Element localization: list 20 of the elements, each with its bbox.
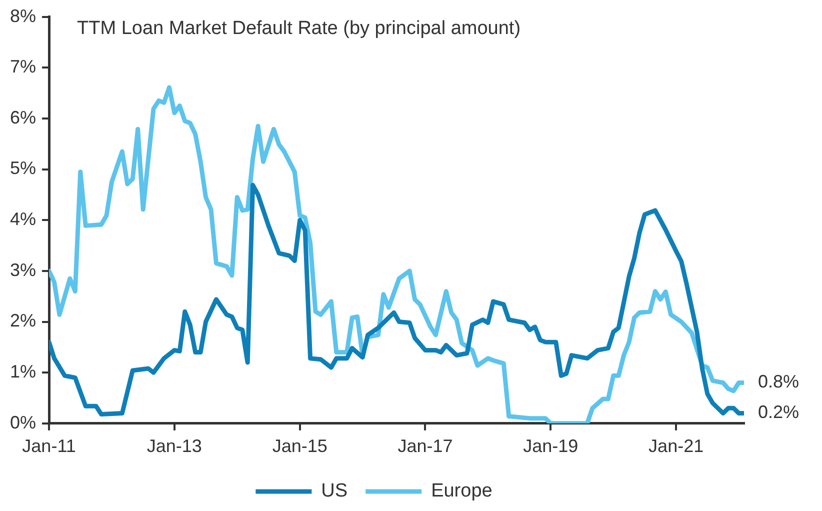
x-tick-label: Jan-21 — [648, 436, 704, 456]
y-tick-label: 1% — [10, 362, 36, 382]
y-tick-label: 3% — [10, 260, 36, 280]
x-tick-label: Jan-19 — [523, 436, 578, 456]
x-tick-label: Jan-15 — [272, 436, 328, 456]
y-tick-label: 8% — [10, 6, 36, 26]
chart-title: TTM Loan Market Default Rate (by principal amount) — [77, 18, 521, 40]
y-tick-label: 5% — [10, 158, 36, 178]
annotation: 0.8% — [758, 372, 800, 392]
legend-label: Europe — [431, 480, 492, 502]
y-tick-label: 4% — [10, 209, 36, 230]
legend-label: US — [321, 480, 348, 502]
x-tick-label: Jan-17 — [398, 436, 453, 456]
y-tick-label: 2% — [10, 310, 36, 331]
y-tick-label: 0% — [10, 412, 36, 432]
x-tick-label: Jan-11 — [22, 436, 76, 456]
y-tick-label: 6% — [10, 107, 36, 128]
y-tick-label: 7% — [10, 56, 36, 77]
x-tick-label: Jan-13 — [146, 436, 202, 456]
annotation: 0.2% — [758, 402, 800, 422]
